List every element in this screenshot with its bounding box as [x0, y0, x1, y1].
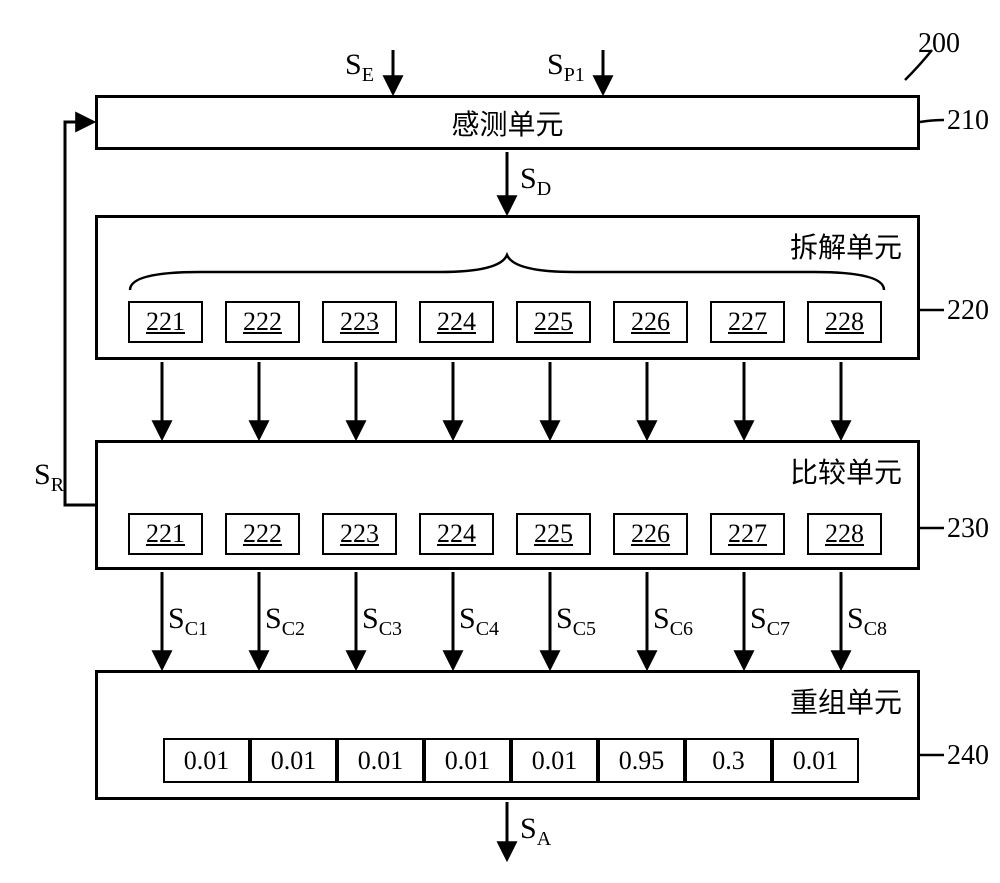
block-recompose-ref: 240 [947, 740, 989, 772]
sub-box: 227 [710, 513, 785, 555]
val-box: 0.01 [337, 738, 424, 783]
sub-box: 221 [128, 301, 203, 343]
signal-sc2: SC2 [265, 602, 305, 641]
signal-se: SE [345, 48, 374, 87]
signal-sc4: SC4 [459, 602, 499, 641]
val-box: 0.3 [685, 738, 772, 783]
sub-box: 225 [516, 513, 591, 555]
block-compare: 比较单元 221 222 223 224 225 226 227 228 [95, 440, 920, 570]
val-box: 0.95 [598, 738, 685, 783]
signal-sa: SA [520, 812, 551, 851]
block-recompose: 重组单元 0.01 0.01 0.01 0.01 0.01 0.95 0.3 0… [95, 670, 920, 800]
signal-sc5: SC5 [556, 602, 596, 641]
block-decompose-title: 拆解单元 [790, 226, 902, 266]
signal-sc7: SC7 [750, 602, 790, 641]
decompose-subrow: 221 222 223 224 225 226 227 228 [128, 301, 882, 343]
val-box: 0.01 [424, 738, 511, 783]
block-decompose-ref: 220 [947, 295, 989, 327]
recompose-valrow: 0.01 0.01 0.01 0.01 0.01 0.95 0.3 0.01 [163, 738, 859, 783]
block-recompose-title: 重组单元 [790, 681, 902, 721]
signal-sc8: SC8 [847, 602, 887, 641]
sub-box: 222 [225, 513, 300, 555]
sub-box: 224 [419, 513, 494, 555]
sub-box: 226 [613, 513, 688, 555]
signal-sr: SR [34, 458, 64, 497]
val-box: 0.01 [511, 738, 598, 783]
sub-box: 226 [613, 301, 688, 343]
signal-sd: SD [520, 162, 551, 201]
sub-box: 225 [516, 301, 591, 343]
block-compare-ref: 230 [947, 513, 989, 545]
block-decompose: 拆解单元 221 222 223 224 225 226 227 228 [95, 215, 920, 360]
block-sensing-ref: 210 [947, 105, 989, 137]
val-box: 0.01 [250, 738, 337, 783]
block-diagram: 200 感测单元 210 拆解单元 221 222 223 224 225 22… [20, 20, 980, 863]
signal-sc3: SC3 [362, 602, 402, 641]
sub-box: 228 [807, 513, 882, 555]
val-box: 0.01 [163, 738, 250, 783]
sub-box: 227 [710, 301, 785, 343]
sub-box: 223 [322, 301, 397, 343]
sub-box: 224 [419, 301, 494, 343]
block-sensing-title: 感测单元 [451, 103, 563, 143]
compare-subrow: 221 222 223 224 225 226 227 228 [128, 513, 882, 555]
val-box: 0.01 [772, 738, 859, 783]
signal-sc1: SC1 [168, 602, 208, 641]
figure-ref: 200 [918, 28, 960, 60]
sub-box: 221 [128, 513, 203, 555]
signal-sc6: SC6 [653, 602, 693, 641]
sub-box: 222 [225, 301, 300, 343]
sub-box: 228 [807, 301, 882, 343]
block-sensing: 感测单元 [95, 95, 920, 150]
signal-sp1: SP1 [547, 48, 585, 87]
sub-box: 223 [322, 513, 397, 555]
block-compare-title: 比较单元 [790, 451, 902, 491]
